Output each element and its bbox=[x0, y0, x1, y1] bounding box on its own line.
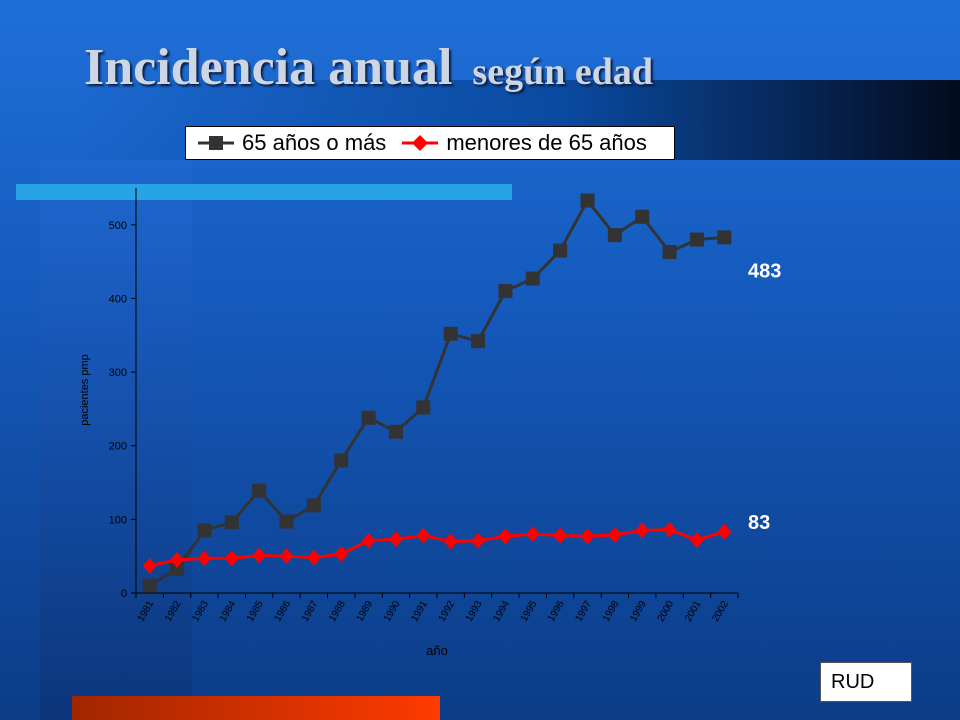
data-point-65-plus bbox=[717, 230, 732, 245]
data-point-65-plus bbox=[443, 326, 458, 341]
data-point-65-plus bbox=[252, 483, 267, 498]
series-line-65-plus bbox=[148, 199, 725, 587]
data-point-65-plus bbox=[416, 400, 431, 415]
rud-label-box: RUD bbox=[820, 662, 912, 702]
data-point-under-65 bbox=[635, 522, 650, 539]
x-tick-label: 1997 bbox=[573, 599, 594, 624]
data-point-65-plus bbox=[388, 424, 403, 439]
x-tick-label: 1985 bbox=[245, 599, 266, 624]
data-point-65-plus bbox=[553, 243, 568, 258]
data-point-65-plus bbox=[197, 523, 212, 538]
data-point-65-plus bbox=[334, 453, 349, 468]
data-point-under-65 bbox=[334, 545, 349, 562]
data-point-under-65 bbox=[525, 526, 540, 543]
y-tick-label: 500 bbox=[109, 220, 127, 232]
slide-title: Incidencia anual según edad bbox=[84, 38, 653, 97]
data-point-65-plus bbox=[471, 334, 486, 349]
y-tick-label: 200 bbox=[109, 441, 127, 453]
x-tick-label: 1995 bbox=[519, 599, 540, 624]
data-point-under-65 bbox=[224, 550, 239, 567]
decorative-left-band bbox=[40, 160, 192, 720]
data-point-65-plus bbox=[498, 284, 513, 299]
data-point-under-65 bbox=[252, 547, 267, 564]
legend-square-marker-icon bbox=[198, 136, 234, 150]
data-point-under-65 bbox=[443, 533, 458, 550]
data-point-65-plus bbox=[635, 209, 650, 224]
data-point-65-plus bbox=[306, 498, 321, 513]
x-tick-label: 2002 bbox=[710, 599, 731, 624]
chart-legend: 65 años o más menores de 65 años bbox=[185, 126, 675, 160]
legend-diamond-marker-icon bbox=[402, 135, 439, 151]
data-point-under-65 bbox=[607, 526, 622, 543]
x-tick-label: 1988 bbox=[327, 599, 348, 624]
series-line-under-65 bbox=[149, 528, 725, 568]
x-tick-label: 2001 bbox=[683, 599, 704, 624]
data-point-under-65 bbox=[662, 521, 677, 538]
x-axis-title: año bbox=[426, 643, 448, 658]
legend-label-under-65: menores de 65 años bbox=[446, 130, 647, 155]
data-point-65-plus bbox=[279, 514, 294, 529]
data-point-under-65 bbox=[416, 527, 431, 544]
x-tick-label: 1993 bbox=[464, 599, 485, 624]
data-point-under-65 bbox=[361, 532, 376, 549]
data-point-65-plus bbox=[580, 193, 595, 208]
data-point-under-65 bbox=[471, 532, 486, 549]
decorative-cyan-bar bbox=[16, 184, 512, 200]
slide-title-sub: según edad bbox=[472, 51, 653, 93]
data-point-under-65 bbox=[279, 548, 294, 565]
x-tick-label: 1981 bbox=[136, 599, 157, 624]
data-point-65-plus bbox=[170, 561, 185, 576]
data-point-under-65 bbox=[498, 528, 513, 545]
legend-item-65-plus: 65 años o más bbox=[196, 130, 386, 156]
y-tick-label: 100 bbox=[109, 514, 127, 526]
data-point-under-65 bbox=[689, 531, 704, 548]
decorative-red-bar bbox=[72, 696, 440, 720]
x-tick-label: 1982 bbox=[163, 599, 184, 624]
x-tick-label: 1992 bbox=[437, 599, 458, 624]
data-point-under-65 bbox=[553, 527, 568, 544]
end-value-label-under-65: 83 bbox=[748, 512, 770, 534]
data-point-65-plus bbox=[142, 578, 157, 593]
x-tick-label: 1998 bbox=[601, 599, 622, 624]
data-point-65-plus bbox=[689, 232, 704, 247]
x-tick-label: 1983 bbox=[190, 599, 211, 624]
y-axis-title: pacientes pmp bbox=[79, 354, 91, 426]
x-tick-label: 1991 bbox=[409, 599, 430, 624]
x-tick-label: 1990 bbox=[382, 599, 403, 624]
x-tick-label: 1994 bbox=[491, 599, 512, 624]
data-point-65-plus bbox=[662, 245, 677, 260]
data-point-under-65 bbox=[142, 557, 157, 574]
data-point-65-plus bbox=[224, 515, 239, 530]
legend-label-65-plus: 65 años o más bbox=[242, 130, 387, 155]
data-point-under-65 bbox=[580, 528, 595, 545]
y-tick-label: 400 bbox=[109, 293, 127, 305]
rud-label: RUD bbox=[831, 670, 875, 693]
x-tick-label: 1986 bbox=[272, 599, 293, 624]
legend-item-under-65: menores de 65 años bbox=[400, 130, 647, 156]
y-tick-label: 0 bbox=[121, 588, 127, 600]
data-point-under-65 bbox=[388, 531, 403, 548]
y-tick-label: 300 bbox=[109, 367, 127, 379]
x-tick-label: 1987 bbox=[300, 599, 321, 624]
x-tick-label: 1999 bbox=[628, 599, 649, 624]
end-value-label-65-plus: 483 bbox=[748, 260, 781, 282]
data-point-65-plus bbox=[607, 228, 622, 243]
data-point-65-plus bbox=[525, 271, 540, 286]
data-point-under-65 bbox=[306, 549, 321, 566]
data-point-under-65 bbox=[717, 523, 732, 540]
data-point-under-65 bbox=[197, 550, 212, 567]
x-tick-label: 1984 bbox=[218, 599, 239, 624]
data-point-65-plus bbox=[361, 410, 376, 425]
x-tick-label: 1989 bbox=[355, 599, 376, 624]
x-tick-label: 2000 bbox=[656, 599, 677, 624]
data-point-under-65 bbox=[170, 551, 185, 568]
slide-title-main: Incidencia anual bbox=[84, 39, 453, 96]
x-tick-label: 1996 bbox=[546, 599, 567, 624]
